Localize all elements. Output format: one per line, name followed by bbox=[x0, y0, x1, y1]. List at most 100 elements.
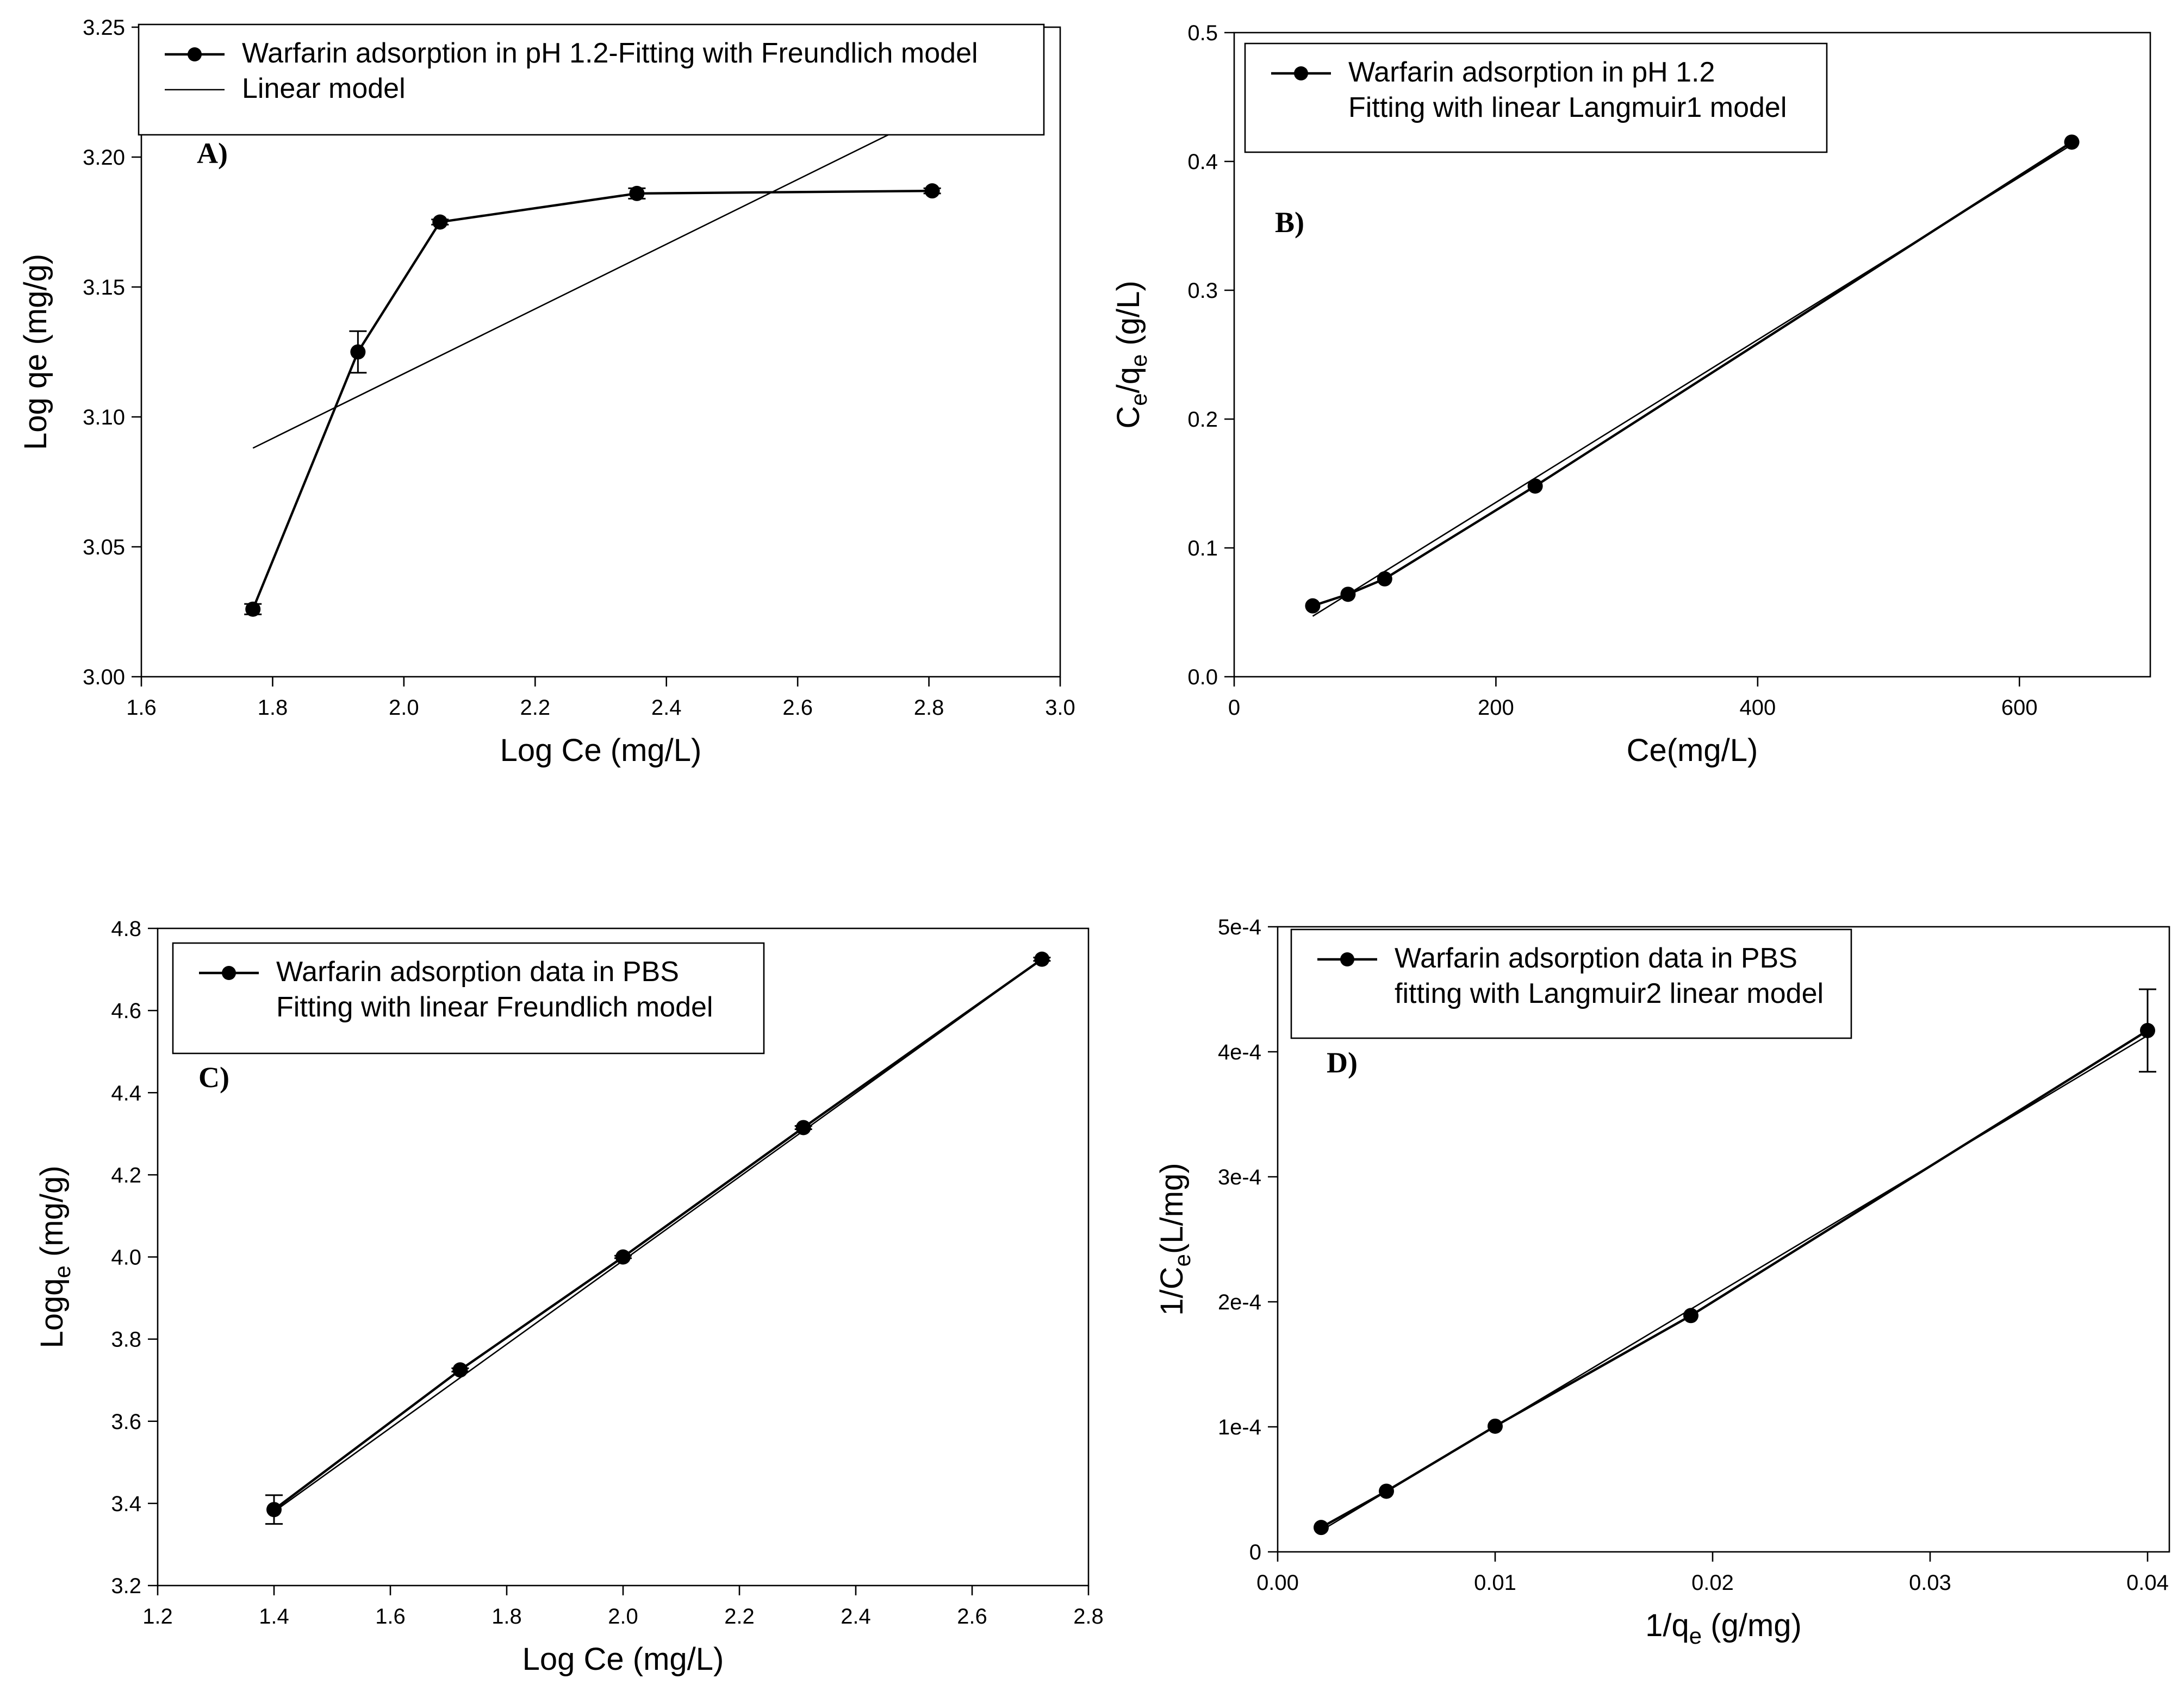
x-tick-label: 1.4 bbox=[259, 1605, 289, 1628]
x-tick-label: 1.8 bbox=[491, 1605, 522, 1628]
legend-entry: Warfarin adsorption in pH 1.2 bbox=[1348, 57, 1715, 88]
x-tick-label: 2.6 bbox=[957, 1605, 987, 1628]
x-tick-label: 1.8 bbox=[258, 696, 288, 720]
legend-entry: Fitting with linear Langmuir1 model bbox=[1348, 92, 1787, 123]
y-tick-label: 3.05 bbox=[83, 535, 125, 559]
x-tick-label: 0.01 bbox=[1474, 1571, 1516, 1595]
legend-marker-symbol bbox=[1294, 66, 1308, 80]
legend-marker-symbol bbox=[1340, 952, 1354, 966]
x-tick-label: 0.00 bbox=[1256, 1571, 1299, 1595]
data-point bbox=[1034, 951, 1050, 967]
x-tick-label: 2.6 bbox=[782, 696, 813, 720]
data-point bbox=[1314, 1520, 1329, 1536]
data-point bbox=[350, 344, 366, 360]
data-point bbox=[1377, 571, 1392, 586]
plot-frame bbox=[1233, 32, 2151, 678]
y-tick-label: 3.20 bbox=[83, 146, 125, 170]
y-tick-label: 3e-4 bbox=[1218, 1165, 1261, 1189]
chart-panel-d: 0.00 0.01 0.02 0.03 0.04 0 1e-4 2e-4 3e-4 4e-4 5e-… bbox=[1154, 915, 2170, 1649]
data-point bbox=[2064, 134, 2080, 150]
legend-marker-symbol bbox=[188, 47, 202, 61]
data-point bbox=[924, 183, 940, 199]
data-series-line bbox=[1312, 141, 2073, 607]
x-tick-label: 1.2 bbox=[142, 1605, 173, 1628]
fit-line bbox=[252, 91, 975, 449]
y-axis-label: Logqe (mg/g) bbox=[34, 1165, 75, 1348]
y-tick-label: 3.00 bbox=[83, 665, 125, 689]
y-tick-label: 0.4 bbox=[1187, 150, 1218, 174]
data-point bbox=[629, 185, 645, 201]
data-point bbox=[2140, 1022, 2155, 1038]
y-tick-label: 3.8 bbox=[111, 1328, 141, 1352]
legend-box bbox=[138, 23, 1045, 136]
y-tick-label: 0.5 bbox=[1187, 21, 1218, 45]
fit-line bbox=[273, 958, 1043, 1513]
x-axis-label: 1/qe (g/mg) bbox=[1645, 1608, 1802, 1649]
x-axis-label: Log Ce (mg/L) bbox=[522, 1642, 724, 1677]
data-point bbox=[1683, 1308, 1698, 1324]
x-tick-label: 1.6 bbox=[126, 696, 157, 720]
data-point bbox=[432, 214, 448, 230]
y-tick-label: 4.2 bbox=[111, 1163, 141, 1187]
y-tick-label: 2e-4 bbox=[1218, 1290, 1261, 1314]
y-tick-label: 0.1 bbox=[1187, 536, 1218, 560]
x-tick-label: 200 bbox=[1478, 696, 1514, 720]
y-tick-label: 3.2 bbox=[111, 1574, 141, 1598]
legend-entry: fitting with Langmuir2 linear model bbox=[1395, 978, 1824, 1009]
y-tick-label: 0.2 bbox=[1187, 408, 1218, 432]
x-tick-label: 2.2 bbox=[520, 696, 550, 720]
legend: Warfarin adsorption in pH 1.2-Fitting wi… bbox=[138, 23, 1045, 136]
x-tick-label: 3.0 bbox=[1045, 696, 1075, 720]
data-point bbox=[615, 1249, 631, 1265]
data-series-line bbox=[252, 189, 932, 610]
legend-entry: Fitting with linear Freundlich model bbox=[276, 991, 713, 1023]
y-tick-label: 0.3 bbox=[1187, 279, 1218, 303]
y-tick-label: 0 bbox=[1249, 1540, 1261, 1564]
x-tick-label: 600 bbox=[2001, 696, 2038, 720]
x-tick-label: 0.04 bbox=[2126, 1571, 2169, 1595]
legend: Warfarin adsorption data in PBS fitting w… bbox=[1290, 928, 1852, 1039]
y-tick-label: 5e-4 bbox=[1218, 915, 1261, 939]
data-point bbox=[1305, 598, 1321, 614]
data-point bbox=[1527, 478, 1543, 494]
legend-box bbox=[1244, 42, 1828, 153]
panel-label: D) bbox=[1327, 1046, 1358, 1079]
y-tick-label: 3.4 bbox=[111, 1492, 141, 1516]
y-tick-label: 4e-4 bbox=[1218, 1040, 1261, 1064]
y-axis-label: 1/Ce(L/mg) bbox=[1154, 1163, 1195, 1315]
legend-marker-symbol bbox=[222, 966, 236, 980]
y-tick-label: 0.0 bbox=[1187, 665, 1218, 689]
y-tick-label: 4.4 bbox=[111, 1081, 141, 1105]
y-tick-label: 1e-4 bbox=[1218, 1415, 1261, 1439]
x-tick-label: 0.03 bbox=[1909, 1571, 1951, 1595]
y-tick-label: 3.25 bbox=[83, 16, 125, 40]
legend-entry: Linear model bbox=[242, 73, 406, 104]
data-point bbox=[1340, 586, 1356, 602]
legend-entry: Warfarin adsorption data in PBS bbox=[1395, 943, 1797, 974]
legend-box bbox=[1290, 928, 1852, 1039]
legend-entry: Warfarin adsorption in pH 1.2-Fitting wi… bbox=[242, 38, 978, 69]
data-point bbox=[1379, 1483, 1394, 1499]
y-tick-label: 4.0 bbox=[111, 1246, 141, 1270]
y-tick-label: 3.10 bbox=[83, 405, 125, 429]
x-tick-label: 2.4 bbox=[651, 696, 682, 720]
legend: Warfarin adsorption in pH 1.2 Fitting wit… bbox=[1244, 42, 1828, 153]
x-tick-label: 0.02 bbox=[1691, 1571, 1734, 1595]
legend-box bbox=[172, 942, 765, 1054]
y-axis-label: Ce/qe (g/L) bbox=[1111, 280, 1152, 428]
data-series-line bbox=[1320, 1029, 2149, 1529]
y-tick-label: 3.15 bbox=[83, 276, 125, 299]
chart-panel-c: 1.2 1.4 1.6 1.8 2.0 2.2 2.4 2.6 2.8 3.2 3.4 3.6 3.8 4… bbox=[34, 917, 1104, 1677]
panel-label: B) bbox=[1275, 206, 1304, 239]
panel-label: C) bbox=[198, 1061, 229, 1094]
x-axis-label: Ce(mg/L) bbox=[1627, 733, 1758, 768]
chart-panel-b: 0 200 400 600 0.0 0.1 0.2 0.3 0.4 0.5 Ce(mg/L) Ce/q… bbox=[1111, 21, 2151, 768]
x-tick-label: 2.0 bbox=[608, 1605, 638, 1628]
data-point bbox=[452, 1362, 468, 1378]
x-tick-label: 2.4 bbox=[841, 1605, 871, 1628]
chart-panel-a: 1.6 1.8 2.0 2.2 2.4 2.6 2.8 3.0 3.00 3.05 3.10 3.15… bbox=[18, 16, 1075, 768]
data-point bbox=[245, 601, 261, 617]
y-axis-label: Log qe (mg/g) bbox=[18, 254, 53, 450]
